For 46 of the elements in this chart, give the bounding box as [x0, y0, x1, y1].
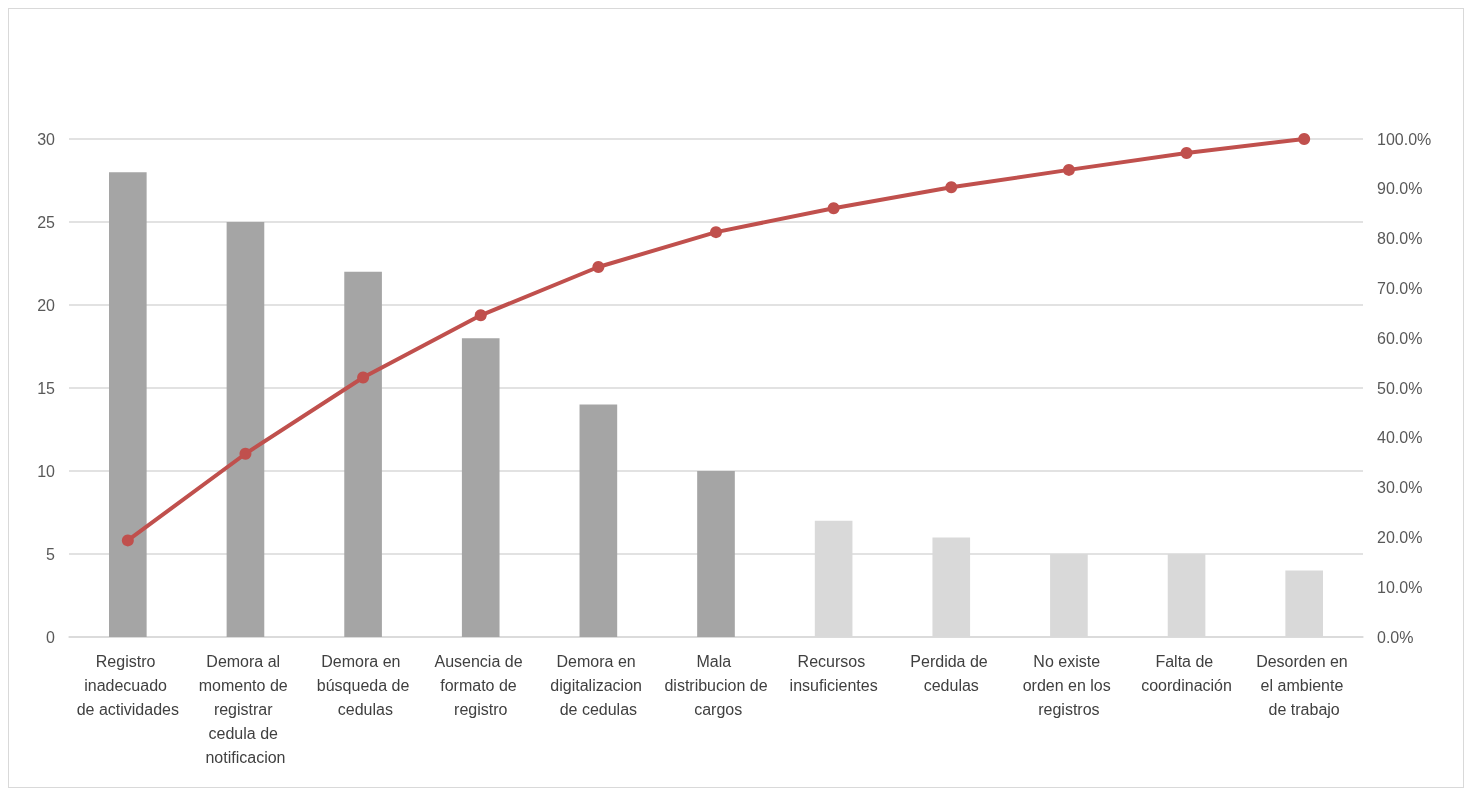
x-tick-label: No existe orden en los registros	[1022, 652, 1116, 718]
y2-tick-label: 30.0%	[1377, 479, 1423, 497]
y-tick-label: 0	[46, 628, 56, 646]
y2-tick-label: 20.0%	[1377, 528, 1423, 546]
x-tick-label: Registro inadecuado de actividades	[76, 652, 179, 718]
bar	[697, 471, 735, 637]
point	[121, 534, 134, 547]
y-tick-label: 15	[37, 379, 56, 397]
x-tick-label: Recursos insuficientes	[789, 652, 878, 694]
bar	[461, 338, 500, 637]
point	[710, 226, 722, 239]
bar	[344, 271, 382, 637]
point	[474, 309, 487, 322]
y2-tick-label: 40.0%	[1377, 429, 1423, 447]
y-tick-label: 20	[37, 296, 56, 314]
point	[239, 447, 252, 460]
point	[945, 181, 958, 194]
point	[592, 260, 605, 273]
point	[357, 371, 370, 384]
x-tick-label: Ausencia de formato de registro	[434, 652, 527, 718]
x-tick-label: Perdida de cedulas	[910, 652, 993, 694]
x-tick-label: Demora en digitalizacion de cedulas	[550, 652, 647, 718]
y-tick-label: 5	[46, 545, 56, 563]
y2-tick-label: 50.0%	[1377, 379, 1423, 397]
x-tick-label: Demora al momento de registrar cedula de notificacion	[198, 652, 293, 766]
y2-tick-label: 10.0%	[1377, 578, 1423, 596]
point	[1062, 163, 1075, 176]
bar	[109, 172, 147, 637]
point	[1298, 133, 1311, 145]
x-tick-label: Falta de coordinación	[1141, 652, 1232, 694]
x-tick-label: Mala distribucion de cargos	[664, 652, 768, 718]
y-tick-label: 30	[37, 130, 56, 148]
bar	[226, 222, 265, 637]
y2-tick-label: 90.0%	[1377, 180, 1423, 198]
point	[1180, 146, 1193, 159]
y2-tick-label: 80.0%	[1377, 230, 1423, 248]
y-tick-label: 25	[37, 213, 56, 231]
y2-tick-label: 0.0%	[1377, 628, 1414, 646]
x-tick-label: Desorden en el ambiente de trabajo	[1256, 652, 1353, 718]
y2-tick-label: 70.0%	[1377, 279, 1423, 297]
y2-tick-label: 60.0%	[1377, 329, 1423, 347]
y2-tick-label: 100.0%	[1377, 130, 1432, 148]
bar	[579, 404, 618, 637]
y-tick-label: 10	[37, 462, 56, 480]
point	[827, 202, 840, 215]
x-tick-label: Demora en búsqueda de cedulas	[316, 652, 410, 718]
